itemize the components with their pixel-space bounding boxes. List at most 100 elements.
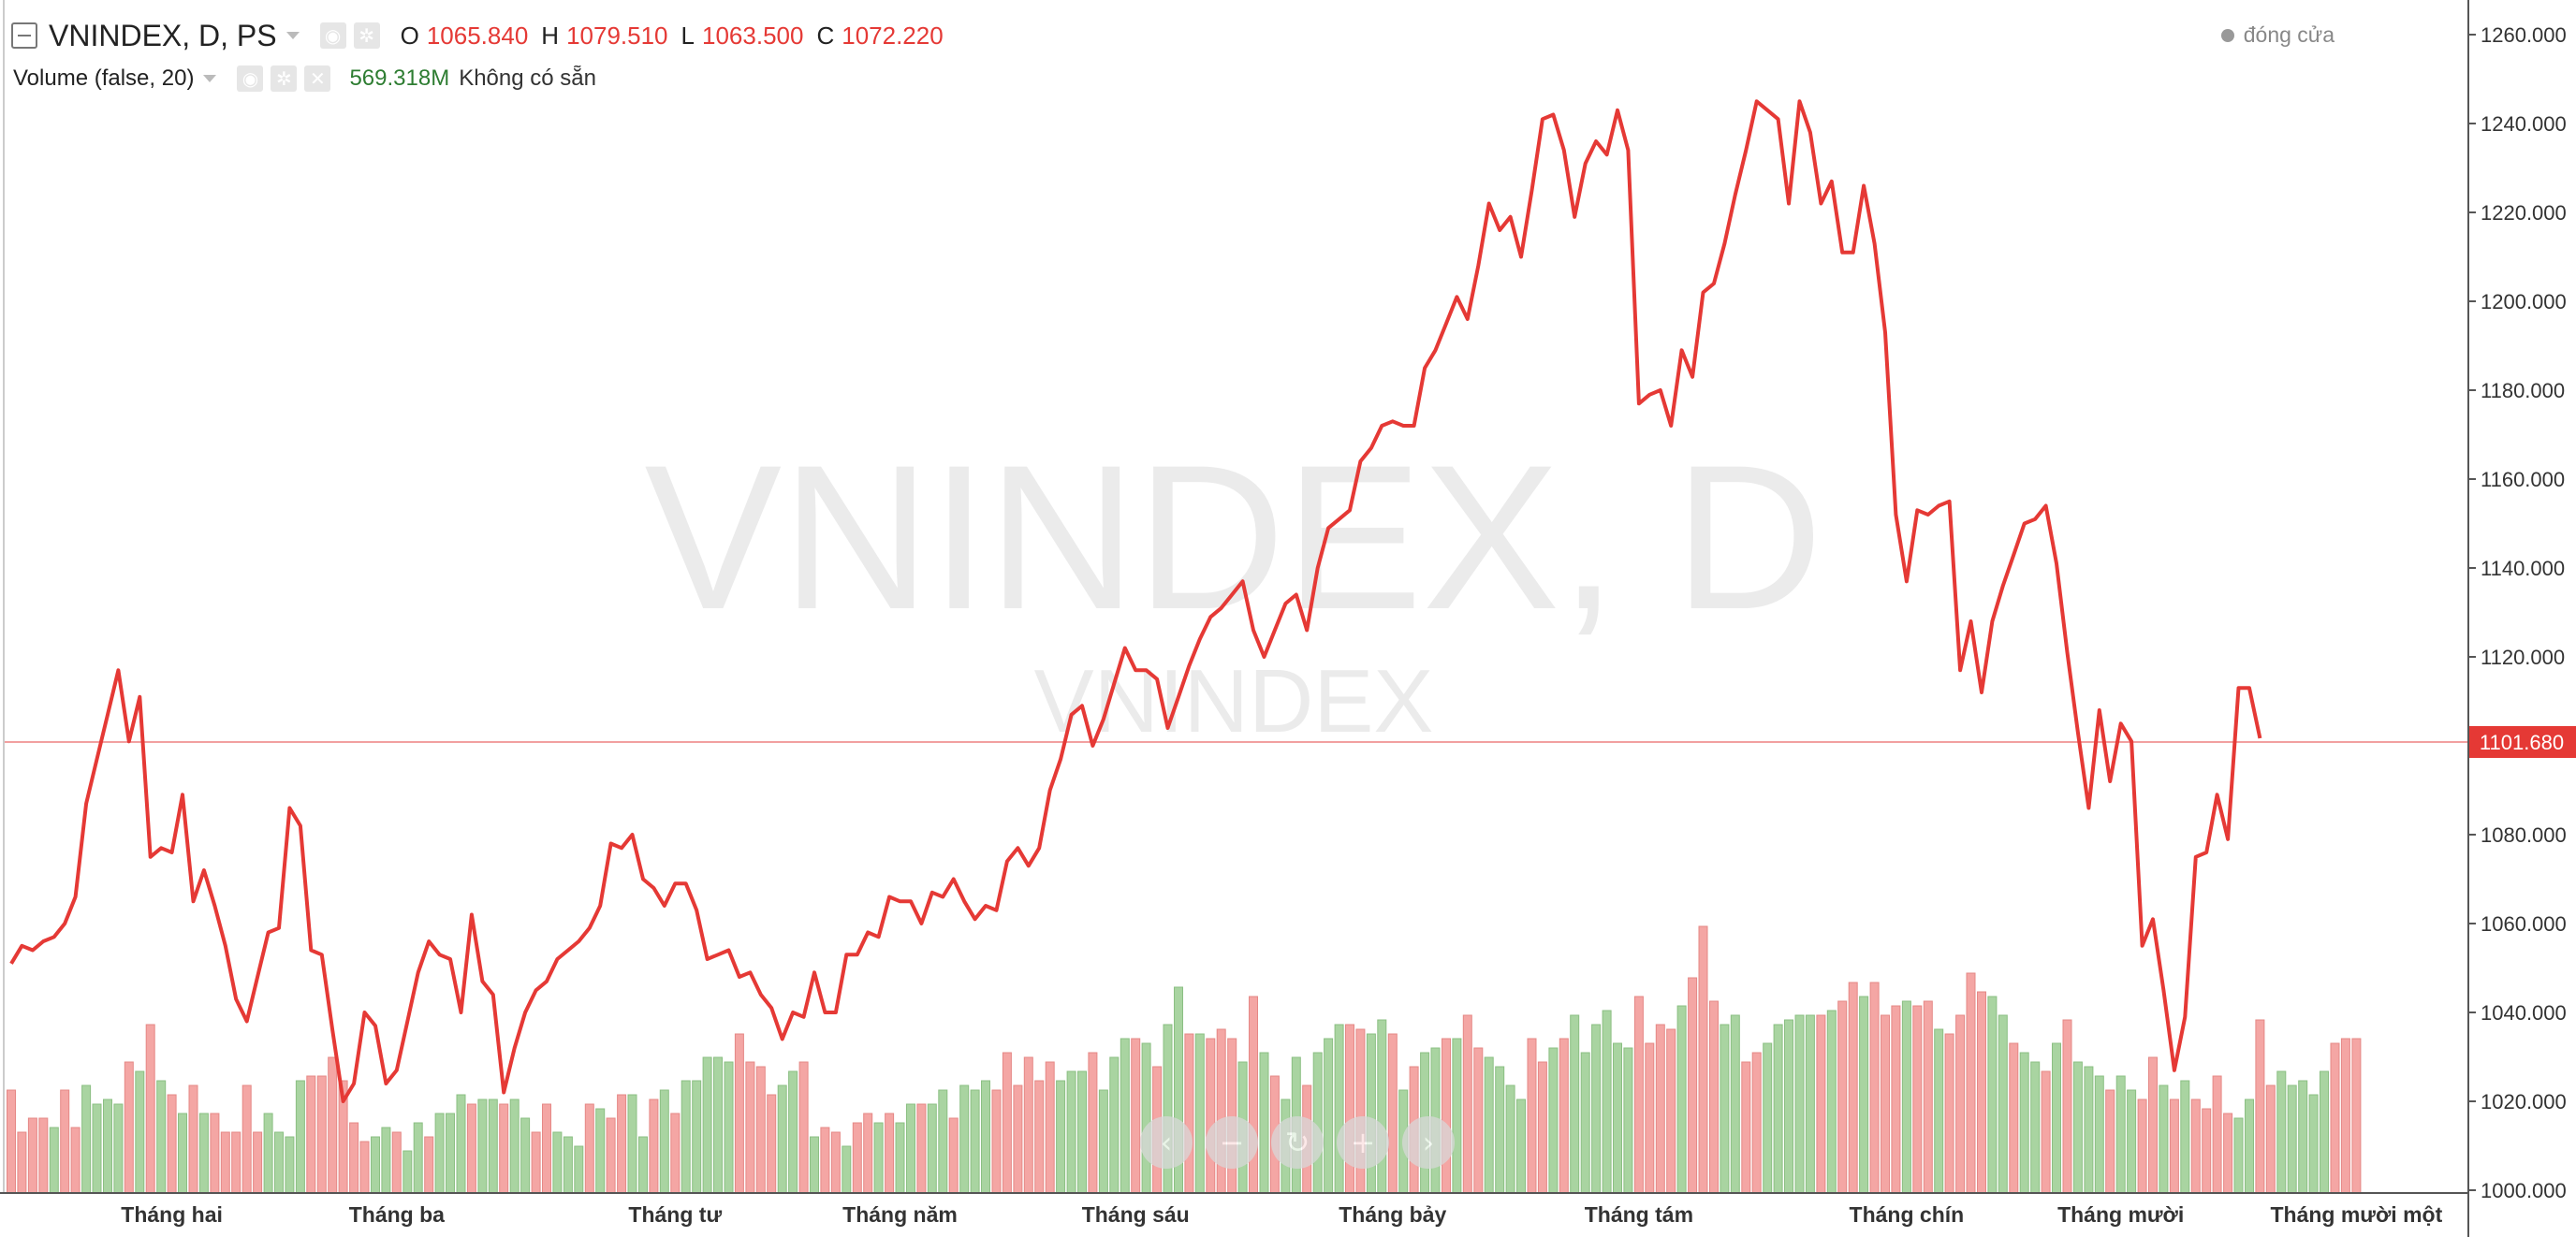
not-available-text: Không có sẵn (459, 65, 596, 91)
volume-bar (38, 1117, 49, 1194)
volume-bar (895, 1122, 905, 1194)
volume-bar (1548, 1047, 1559, 1194)
zoom-in-button[interactable]: + (1337, 1116, 1389, 1169)
open-value: 1065.840 (426, 21, 529, 50)
volume-bar (359, 1141, 370, 1194)
chevron-down-icon[interactable] (203, 75, 217, 82)
volume-bar (349, 1122, 359, 1194)
volume-bar (49, 1127, 59, 1194)
volume-bar (220, 1131, 230, 1194)
volume-bar (542, 1103, 551, 1194)
watermark-main: VNINDEX, D (644, 422, 1822, 652)
eye-icon[interactable]: ◉ (319, 22, 346, 49)
volume-bar (820, 1127, 830, 1194)
volume-bar (2212, 1075, 2222, 1194)
volume-bar (1912, 1005, 1923, 1194)
volume-bar (970, 1089, 980, 1194)
volume-bar (1527, 1038, 1537, 1194)
x-tick-label: Tháng mười (2057, 1202, 2184, 1227)
price-axis[interactable]: 1260.000 1240.000 1220.000 1200.000 1180.000… (2468, 23, 2567, 1202)
volume-bar (1120, 1038, 1130, 1194)
volume-bar (1559, 1038, 1569, 1194)
volume-bar (231, 1131, 242, 1194)
volume-bar (627, 1094, 637, 1194)
volume-bar (2245, 1099, 2254, 1194)
volume-bar (1837, 1000, 1848, 1194)
volume-bar (938, 1089, 948, 1194)
volume-bar (1891, 1005, 1901, 1194)
volume-bar (285, 1136, 295, 1194)
volume-bar (1484, 1056, 1494, 1194)
volume-title: Volume (false, 20) (13, 65, 195, 91)
volume-bar (1088, 1052, 1098, 1194)
low-value: 1063.500 (702, 21, 804, 50)
volume-bar (1934, 1028, 1944, 1194)
time-axis[interactable]: Tháng hai Tháng ba Tháng tư Tháng năm Tháng … (121, 1202, 2442, 1227)
volume-bar (1045, 1061, 1055, 1194)
volume-bar (1666, 1028, 1676, 1194)
volume-bar (606, 1117, 616, 1194)
volume-bar (1366, 1033, 1376, 1194)
svg-text:1101.680: 1101.680 (2480, 731, 2564, 754)
close-icon[interactable]: ✕ (304, 65, 331, 92)
volume-bar (1944, 1033, 1954, 1194)
volume-bar (959, 1084, 970, 1194)
volume-bar (1613, 1042, 1622, 1194)
volume-bar (927, 1103, 937, 1194)
volume-bar (113, 1103, 124, 1194)
chevron-down-icon[interactable] (285, 32, 300, 39)
volume-bar (253, 1131, 263, 1194)
volume-bar (1066, 1070, 1076, 1194)
volume-bar (2094, 1075, 2104, 1194)
x-tick-label: Tháng hai (121, 1202, 223, 1227)
volume-bar (2320, 1070, 2329, 1194)
volume-bar (81, 1084, 92, 1194)
volume-bar (2298, 1080, 2308, 1194)
volume-bar (92, 1103, 102, 1194)
volume-bar (830, 1131, 841, 1194)
volume-bar (2169, 1099, 2179, 1194)
volume-bar (1826, 1010, 1837, 1194)
y-tick-label: 1020.000 (2481, 1090, 2567, 1113)
volume-bar (2190, 1099, 2201, 1194)
volume-bar (1645, 1042, 1655, 1194)
volume-bar (509, 1099, 520, 1194)
volume-bar (1869, 982, 1880, 1194)
x-tick-label: Tháng chín (1850, 1202, 1965, 1227)
reset-button[interactable]: ↻ (1271, 1116, 1324, 1169)
gear-icon[interactable]: ✲ (271, 65, 298, 92)
volume-bar (2084, 1066, 2094, 1194)
volume-bar (2180, 1080, 2190, 1194)
volume-bar (124, 1061, 134, 1194)
volume-bar (788, 1070, 798, 1194)
eye-icon[interactable]: ◉ (237, 65, 264, 92)
y-tick-label: 1220.000 (2481, 201, 2567, 225)
volume-bar (734, 1033, 744, 1194)
volume-bar (649, 1099, 659, 1194)
scroll-right-button[interactable]: › (1402, 1116, 1455, 1169)
volume-bar (1966, 972, 1976, 1194)
volume-bar (2041, 1070, 2051, 1194)
volume-bar (295, 1080, 305, 1194)
volume-bar (2265, 1084, 2276, 1194)
volume-bar (316, 1075, 327, 1194)
volume-bar (991, 1089, 1002, 1194)
volume-bar (1056, 1080, 1066, 1194)
gear-icon[interactable]: ✲ (353, 22, 380, 49)
volume-bar (1998, 1014, 2008, 1194)
x-tick-label: Tháng tám (1585, 1202, 1693, 1227)
volume-bar (724, 1061, 734, 1194)
y-tick-label: 1060.000 (2481, 912, 2567, 936)
collapse-legend-button[interactable] (11, 22, 37, 49)
volume-bar (1623, 1047, 1633, 1194)
volume-bar (156, 1080, 167, 1194)
scroll-left-button[interactable]: ‹ (1140, 1116, 1193, 1169)
volume-bar (584, 1103, 594, 1194)
volume-bar (1676, 1005, 1687, 1194)
volume-bar (1505, 1084, 1515, 1194)
zoom-out-button[interactable]: − (1206, 1116, 1258, 1169)
volume-bar (1923, 1000, 1933, 1194)
volume-bar (488, 1099, 498, 1194)
volume-bar (1730, 1014, 1740, 1194)
